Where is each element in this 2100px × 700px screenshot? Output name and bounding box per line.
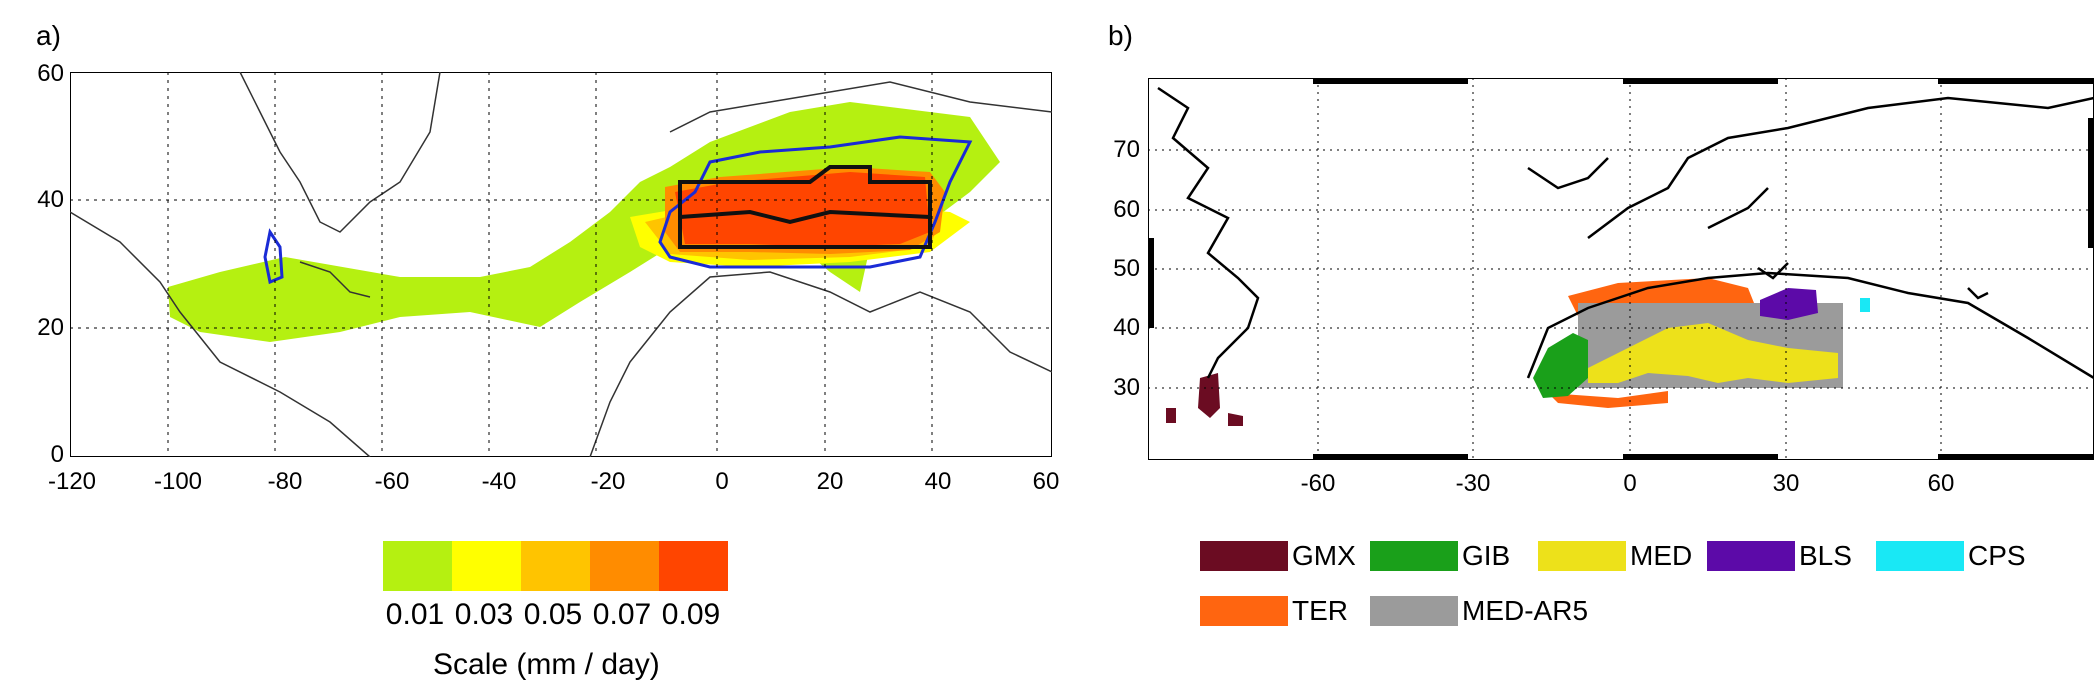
colorbar-label: 0.03 xyxy=(454,598,514,631)
legend-item-med: MED xyxy=(1538,540,1692,572)
a-ytick: 60 xyxy=(37,60,64,87)
legend-swatch xyxy=(1200,596,1288,626)
legend-label: BLS xyxy=(1799,540,1852,571)
region-bls xyxy=(1760,288,1818,320)
b-xtick: 30 xyxy=(1772,470,1800,497)
a-xtick: 40 xyxy=(924,468,952,495)
plume-light xyxy=(168,102,1000,342)
legend-label: CPS xyxy=(1968,540,2026,571)
a-xtick: 0 xyxy=(715,468,729,495)
panel-a-map xyxy=(70,72,1052,457)
b-ytick: 40 xyxy=(1113,314,1140,341)
a-xtick: -60 xyxy=(374,468,410,495)
colorbar-label: 0.01 xyxy=(385,598,445,631)
legend-item-med-ar5: MED-AR5 xyxy=(1370,595,1588,627)
a-xtick: -40 xyxy=(481,468,517,495)
colorbar-label: 0.09 xyxy=(661,598,721,631)
b-ytick: 50 xyxy=(1113,255,1140,282)
legend-label: GIB xyxy=(1462,540,1511,571)
legend-label: GMX xyxy=(1292,540,1356,571)
a-xtick: -120 xyxy=(47,468,97,495)
region-box xyxy=(678,165,932,249)
b-ytick: 30 xyxy=(1113,374,1140,401)
blue-contour-gulf xyxy=(263,228,284,285)
a-ytick: 20 xyxy=(37,314,64,341)
legend-label: MED-AR5 xyxy=(1462,595,1589,626)
a-xtick: -20 xyxy=(590,468,626,495)
legend-label: TER xyxy=(1292,595,1348,626)
legend-swatch xyxy=(1707,541,1795,571)
panel-a-label: a) xyxy=(36,20,61,51)
b-xtick: -60 xyxy=(1300,470,1336,497)
b-xtick: 0 xyxy=(1623,470,1637,497)
legend-item-gib: GIB xyxy=(1370,540,1510,572)
region-gib xyxy=(1533,333,1588,398)
a-ytick: 0 xyxy=(50,441,64,468)
blue-contour xyxy=(658,135,973,269)
region-gmx xyxy=(1166,373,1243,426)
colorbar xyxy=(383,541,728,591)
legend-item-cps: CPS xyxy=(1876,540,2026,572)
colorbar-swatch xyxy=(590,541,659,591)
colorbar-swatch xyxy=(383,541,452,591)
a-xtick: -80 xyxy=(267,468,303,495)
a-ytick: 40 xyxy=(37,186,64,213)
panel-b-map xyxy=(1148,78,2094,460)
legend-item-ter: TER xyxy=(1200,595,1348,627)
colorbar-swatch xyxy=(521,541,590,591)
coastlines xyxy=(1157,86,2094,380)
colorbar-swatch xyxy=(659,541,728,591)
legend-swatch xyxy=(1200,541,1288,571)
legend-swatch xyxy=(1370,596,1458,626)
a-xtick: 60 xyxy=(1032,468,1060,495)
colorbar-label: 0.07 xyxy=(592,598,652,631)
b-ytick: 60 xyxy=(1113,196,1140,223)
coastlines xyxy=(70,72,1052,457)
a-xtick: -100 xyxy=(153,468,203,495)
legend-label: MED xyxy=(1630,540,1693,571)
colorbar-swatch xyxy=(452,541,521,591)
region-cps xyxy=(1860,298,1870,312)
b-ytick: 70 xyxy=(1113,136,1140,163)
b-xtick: -30 xyxy=(1455,470,1491,497)
a-xtick: 20 xyxy=(816,468,844,495)
legend-swatch xyxy=(1876,541,1964,571)
panel-b-label: b) xyxy=(1108,20,1133,51)
legend-swatch xyxy=(1538,541,1626,571)
colorbar-title: Scale (mm / day) xyxy=(433,648,660,681)
region-med xyxy=(1588,323,1838,383)
legend-item-gmx: GMX xyxy=(1200,540,1356,572)
b-xtick: 60 xyxy=(1927,470,1955,497)
legend-swatch xyxy=(1370,541,1458,571)
region-box-split xyxy=(679,209,931,225)
colorbar-label: 0.05 xyxy=(523,598,583,631)
legend-item-bls: BLS xyxy=(1707,540,1852,572)
